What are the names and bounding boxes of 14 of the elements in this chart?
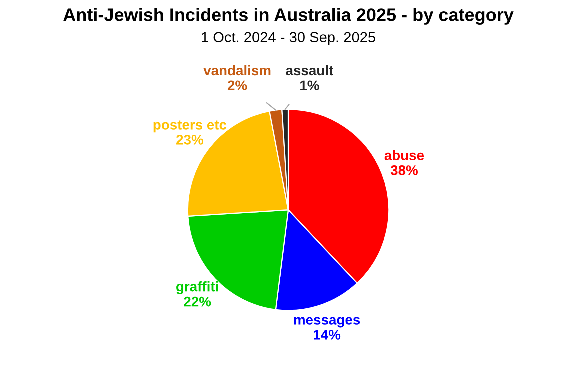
chart-title: Anti-Jewish Incidents in Australia 2025 - by category [64,8,514,26]
slice-label: vandalism [204,65,271,76]
data-label: 14% [314,330,341,340]
chart-subtitle: 1 Oct. 2024 - 30 Sep. 2025 [202,32,376,46]
slice-label: assault [286,65,334,76]
data-label: 38% [390,166,418,176]
data-label: 23% [176,135,204,145]
slice-label: messages [294,317,360,328]
data-label: 22% [184,296,212,307]
slice-label: abuse [384,150,424,160]
slice-label: graffiti [176,282,218,295]
data-label: 1% [300,80,320,91]
slice-label: posters etc [154,120,227,133]
data-label: 2% [228,80,248,91]
